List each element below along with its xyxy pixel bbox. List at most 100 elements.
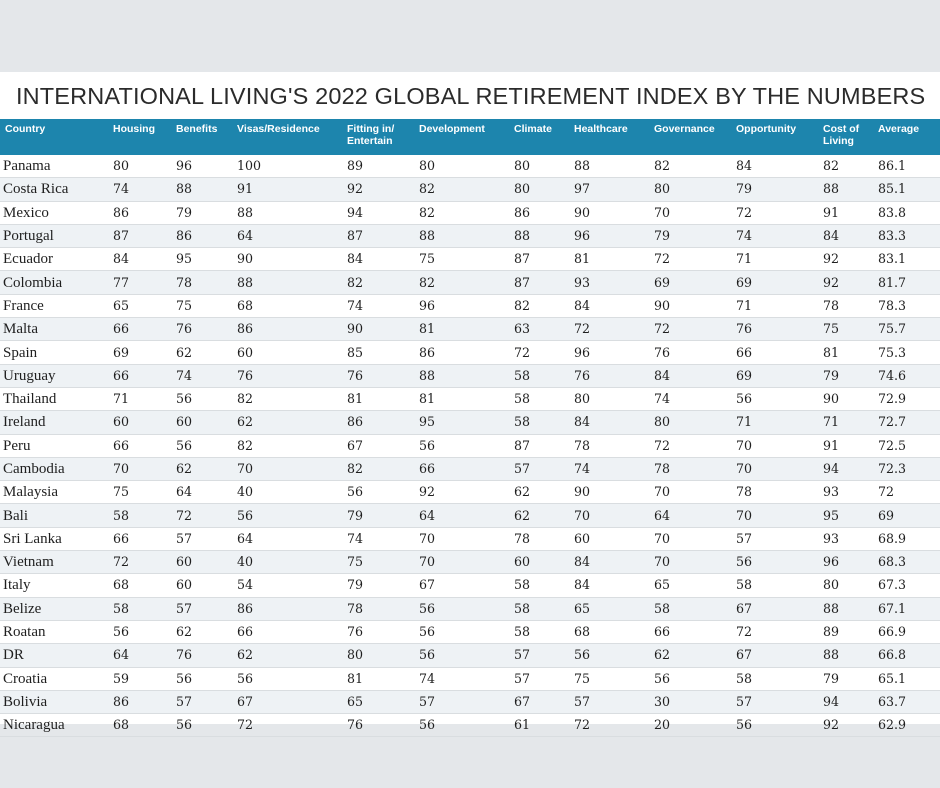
- score-cell: 67: [736, 647, 753, 663]
- score-cell: 30: [654, 693, 671, 709]
- score-cell: 93: [823, 530, 840, 546]
- score-cell: 56: [736, 391, 753, 407]
- country-cell: Croatia: [3, 670, 48, 687]
- score-cell: 57: [419, 693, 436, 709]
- score-cell: 69: [113, 344, 130, 360]
- score-cell: 40: [237, 554, 254, 570]
- score-cell: 57: [176, 600, 193, 616]
- score-cell: 58: [514, 577, 531, 593]
- score-cell: 79: [654, 228, 671, 244]
- index-sheet: INTERNATIONAL LIVING'S 2022 GLOBAL RETIR…: [0, 72, 940, 737]
- score-cell: 79: [347, 577, 364, 593]
- score-cell: 67.3: [878, 577, 907, 593]
- score-cell: 76: [176, 647, 193, 663]
- score-cell: 72: [878, 484, 895, 500]
- score-cell: 87: [514, 251, 531, 267]
- table-row: Nicaragua 68 56 72 76 56 61 72 20 56 92 62.9: [0, 714, 940, 737]
- score-cell: 74: [113, 181, 130, 197]
- score-cell: 97: [574, 181, 591, 197]
- score-cell: 78: [736, 484, 753, 500]
- score-cell: 82: [237, 391, 254, 407]
- score-cell: 76: [736, 321, 753, 337]
- score-cell: 84: [574, 554, 591, 570]
- score-cell: 74: [736, 228, 753, 244]
- score-cell: 76: [237, 367, 254, 383]
- score-cell: 83.3: [878, 228, 907, 244]
- score-cell: 96: [419, 297, 436, 313]
- score-cell: 89: [823, 624, 840, 640]
- table-row: Bolivia 86 57 67 65 57 67 57 30 57 94 63.7: [0, 690, 940, 714]
- score-cell: 82: [419, 274, 436, 290]
- score-cell: 58: [654, 600, 671, 616]
- score-cell: 67: [237, 693, 254, 709]
- table-row: Cambodia 70 62 70 82 66 57 74 78 70 94 72.3: [0, 457, 940, 481]
- score-cell: 72: [736, 204, 753, 220]
- score-cell: 70: [237, 461, 254, 476]
- score-cell: 76: [654, 344, 671, 360]
- score-cell: 94: [347, 204, 364, 220]
- score-cell: 71: [736, 251, 753, 267]
- country-cell: Mexico: [3, 204, 49, 221]
- score-cell: 92: [823, 251, 840, 267]
- score-cell: 91: [823, 204, 840, 220]
- score-cell: 74: [574, 461, 591, 476]
- score-cell: 96: [823, 554, 840, 570]
- score-cell: 67: [347, 437, 364, 453]
- score-cell: 91: [237, 181, 254, 197]
- score-cell: 82: [347, 461, 364, 476]
- score-cell: 62: [654, 647, 671, 663]
- retirement-index-table: Country Housing Benefits Visas/Residence Fit…: [0, 119, 940, 737]
- score-cell: 76: [347, 624, 364, 640]
- score-cell: 84: [574, 297, 591, 313]
- score-cell: 56: [419, 624, 436, 640]
- score-cell: 72.9: [878, 391, 907, 407]
- score-cell: 71: [736, 414, 753, 430]
- score-cell: 96: [574, 228, 591, 244]
- score-cell: 75: [176, 297, 193, 313]
- table-row: Uruguay 66 74 76 76 88 58 76 84 69 79 74.6: [0, 364, 940, 388]
- score-cell: 80: [419, 158, 436, 174]
- column-header: Climate: [514, 123, 552, 135]
- score-cell: 86: [237, 321, 254, 337]
- score-cell: 86: [419, 344, 436, 360]
- score-cell: 62: [237, 647, 254, 663]
- column-header: Healthcare: [574, 123, 628, 135]
- score-cell: 79: [736, 181, 753, 197]
- score-cell: 56: [419, 600, 436, 616]
- score-cell: 56: [574, 647, 591, 663]
- score-cell: 81: [347, 391, 364, 407]
- country-cell: France: [3, 297, 44, 314]
- table-row: Ireland 60 60 62 86 95 58 84 80 71 71 72.7: [0, 410, 940, 435]
- score-cell: 65: [654, 577, 671, 593]
- score-cell: 86: [176, 228, 193, 244]
- table-row: Spain 69 62 60 85 86 72 96 76 66 81 75.3: [0, 341, 940, 365]
- score-cell: 57: [514, 461, 531, 476]
- score-cell: 66: [113, 530, 130, 546]
- country-cell: Cambodia: [3, 461, 65, 477]
- score-cell: 72: [654, 437, 671, 453]
- score-cell: 90: [574, 204, 591, 220]
- score-cell: 72: [654, 251, 671, 267]
- score-cell: 66.9: [878, 624, 907, 640]
- score-cell: 65.1: [878, 670, 907, 686]
- score-cell: 75.7: [878, 321, 907, 337]
- score-cell: 58: [514, 624, 531, 640]
- score-cell: 88: [419, 367, 436, 383]
- score-cell: 58: [113, 600, 130, 616]
- score-cell: 81: [419, 321, 436, 337]
- score-cell: 89: [347, 158, 364, 174]
- score-cell: 56: [176, 717, 193, 733]
- country-cell: Roatan: [3, 624, 46, 641]
- score-cell: 86: [113, 693, 130, 709]
- table-row: DR 64 76 62 80 56 57 56 62 67 88 66.8: [0, 643, 940, 668]
- country-cell: Portugal: [3, 228, 54, 245]
- score-cell: 69: [654, 274, 671, 290]
- score-cell: 64: [237, 228, 254, 244]
- score-cell: 88: [823, 181, 840, 197]
- score-cell: 90: [347, 321, 364, 337]
- score-cell: 66: [113, 437, 130, 453]
- score-cell: 84: [574, 414, 591, 430]
- score-cell: 72.7: [878, 414, 907, 430]
- score-cell: 79: [176, 204, 193, 220]
- table-row: Costa Rica 74 88 91 92 82 80 97 80 79 88 85.1: [0, 177, 940, 202]
